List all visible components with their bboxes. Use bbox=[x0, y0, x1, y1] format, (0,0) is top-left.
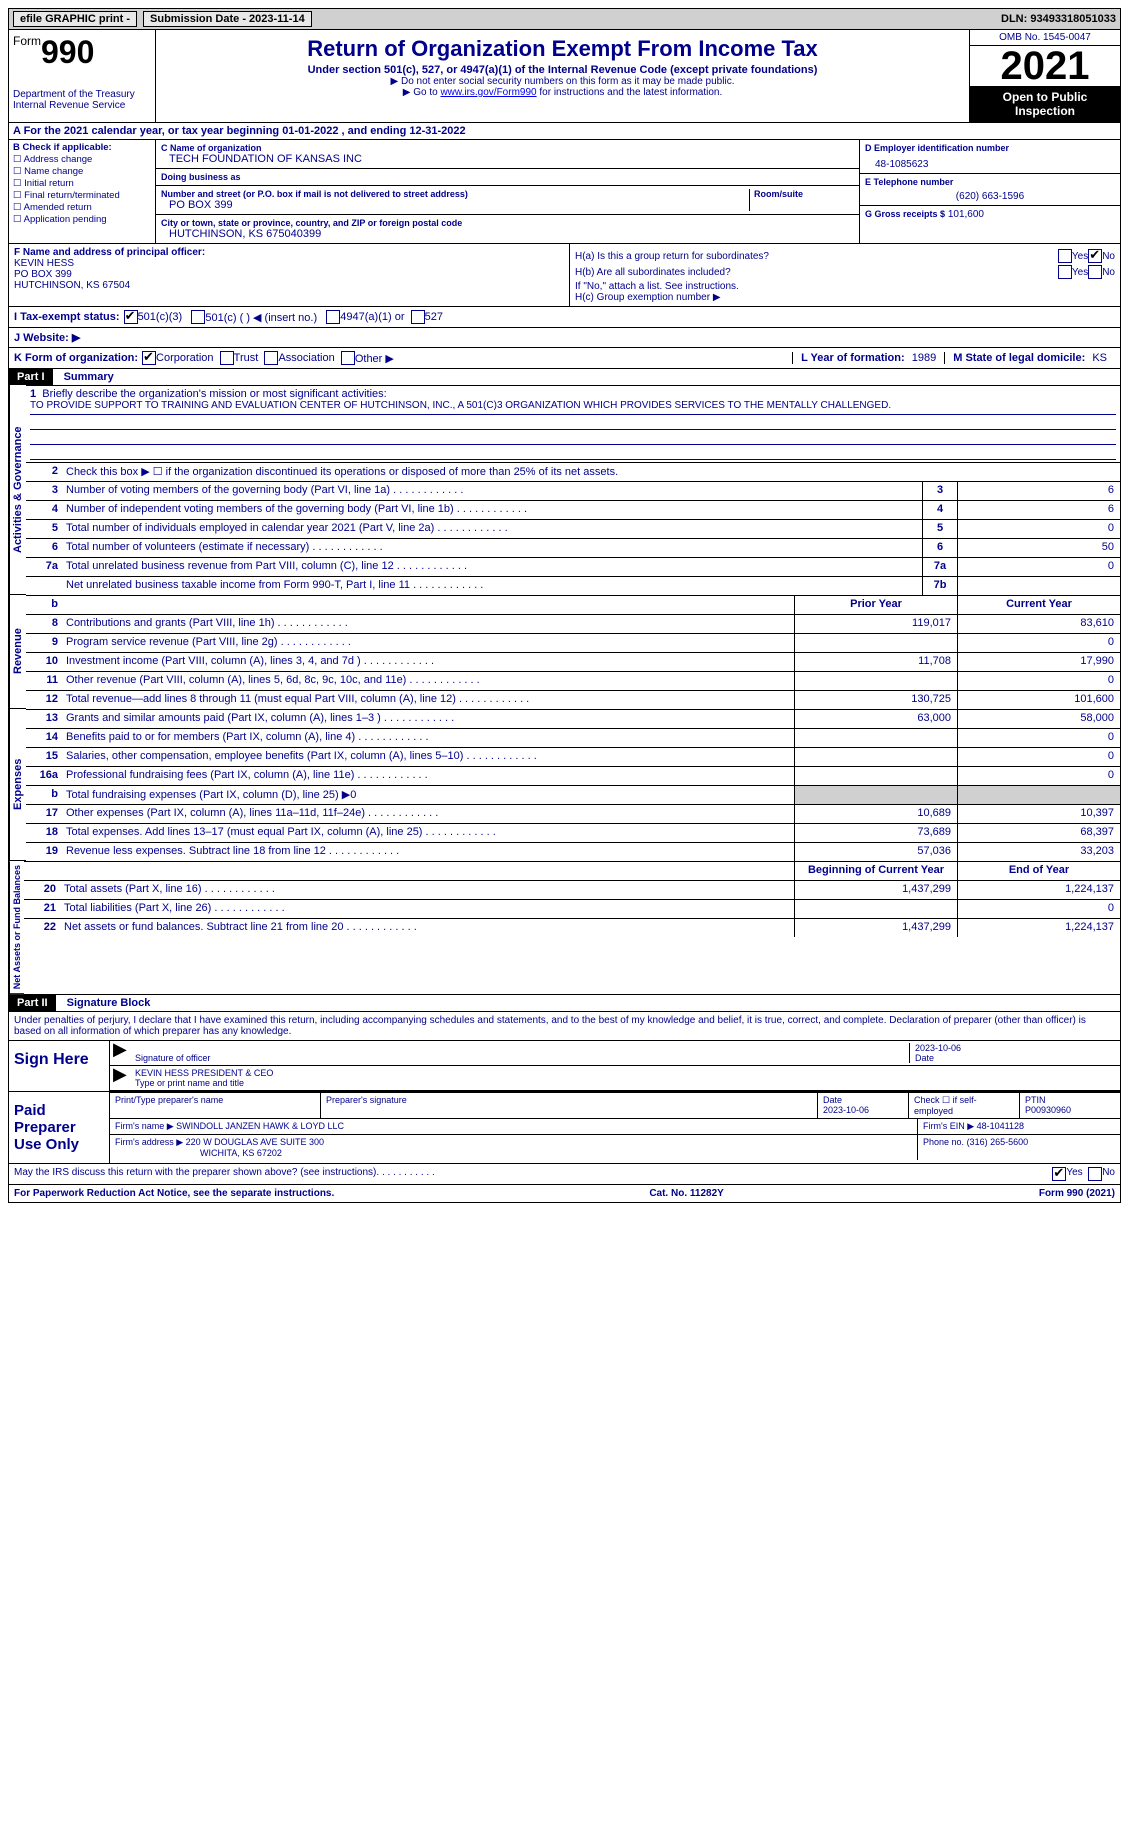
submission-date-btn[interactable]: Submission Date - 2023-11-14 bbox=[143, 11, 312, 27]
chk-address-change[interactable]: ☐ Address change bbox=[13, 154, 151, 165]
chk-trust[interactable] bbox=[220, 351, 234, 365]
col-b-title: B Check if applicable: bbox=[13, 142, 151, 153]
hb-yes[interactable] bbox=[1058, 265, 1072, 279]
row-j: J Website: ▶ bbox=[8, 328, 1121, 348]
chk-initial-return[interactable]: ☐ Initial return bbox=[13, 178, 151, 189]
part2-title: Signature Block bbox=[59, 997, 151, 1009]
sig-name: KEVIN HESS PRESIDENT & CEO bbox=[135, 1068, 273, 1078]
row-fh: F Name and address of principal officer:… bbox=[8, 244, 1121, 307]
chk-name-change[interactable]: ☐ Name change bbox=[13, 166, 151, 177]
sig-declaration: Under penalties of perjury, I declare th… bbox=[9, 1012, 1120, 1040]
ein-lbl: D Employer identification number bbox=[865, 143, 1115, 153]
row-klm: K Form of organization: Corporation Trus… bbox=[8, 348, 1121, 369]
footer: For Paperwork Reduction Act Notice, see … bbox=[8, 1185, 1121, 1203]
ha-no[interactable] bbox=[1088, 249, 1102, 263]
part2-head: Part II bbox=[9, 995, 56, 1011]
chk-corp[interactable] bbox=[142, 351, 156, 365]
room-lbl: Room/suite bbox=[754, 189, 854, 199]
sig-name-lbl: Type or print name and title bbox=[135, 1078, 244, 1088]
chk-amended-return[interactable]: ☐ Amended return bbox=[13, 202, 151, 213]
part1: Part I Summary Activities & Governance 1… bbox=[8, 369, 1121, 995]
topbar: efile GRAPHIC print - Submission Date - … bbox=[8, 8, 1121, 30]
chk-4947[interactable] bbox=[326, 310, 340, 324]
form-title: Return of Organization Exempt From Incom… bbox=[160, 36, 965, 62]
signature-block: Under penalties of perjury, I declare th… bbox=[8, 1012, 1121, 1164]
section-bcdeg: B Check if applicable: ☐ Address change … bbox=[8, 140, 1121, 244]
line2: Check this box ▶ ☐ if the organization d… bbox=[62, 463, 1120, 481]
efile-print-btn[interactable]: efile GRAPHIC print - bbox=[13, 11, 137, 27]
form-note2: ▶ Go to www.irs.gov/Form990 for instruct… bbox=[160, 87, 965, 98]
open-inspection: Open to Public Inspection bbox=[970, 86, 1120, 122]
chk-final-return[interactable]: ☐ Final return/terminated bbox=[13, 190, 151, 201]
sig-date: 2023-10-06 bbox=[915, 1043, 961, 1053]
hc-lbl: H(c) Group exemption number ▶ bbox=[575, 292, 1115, 303]
form-note1: ▶ Do not enter social security numbers o… bbox=[160, 76, 965, 87]
phone-lbl: E Telephone number bbox=[865, 177, 1115, 187]
discuss-row: May the IRS discuss this return with the… bbox=[8, 1164, 1121, 1185]
vlabel-netassets: Net Assets or Fund Balances bbox=[9, 861, 24, 994]
dln-label: DLN: 93493318051033 bbox=[1001, 13, 1116, 25]
chk-501c[interactable] bbox=[191, 310, 205, 324]
chk-application-pending[interactable]: ☐ Application pending bbox=[13, 214, 151, 225]
row-i: I Tax-exempt status: 501(c)(3) 501(c) ( … bbox=[8, 307, 1121, 328]
irs-link[interactable]: www.irs.gov/Form990 bbox=[440, 87, 536, 98]
phone-val: (620) 663-1596 bbox=[865, 187, 1115, 202]
form-header: Form990 Department of the Treasury Inter… bbox=[8, 30, 1121, 123]
officer-lbl: F Name and address of principal officer: bbox=[14, 247, 564, 258]
hdr-begin: Beginning of Current Year bbox=[794, 862, 957, 880]
hb-note: If "No," attach a list. See instructions… bbox=[575, 281, 1115, 292]
ha-yes[interactable] bbox=[1058, 249, 1072, 263]
gross-val: 101,600 bbox=[948, 209, 984, 220]
vlabel-revenue: Revenue bbox=[9, 595, 26, 709]
chk-assoc[interactable] bbox=[264, 351, 278, 365]
dba-lbl: Doing business as bbox=[161, 172, 854, 182]
form-subtitle: Under section 501(c), 527, or 4947(a)(1)… bbox=[160, 64, 965, 76]
city-val: HUTCHINSON, KS 675040399 bbox=[161, 228, 854, 240]
org-name: TECH FOUNDATION OF KANSAS INC bbox=[161, 153, 854, 165]
part2: Part II Signature Block bbox=[8, 995, 1121, 1012]
gross-lbl: G Gross receipts $ bbox=[865, 209, 945, 219]
chk-501c3[interactable] bbox=[124, 310, 138, 324]
tax-year: 2021 bbox=[970, 46, 1120, 86]
sign-here-lbl: Sign Here bbox=[9, 1041, 110, 1091]
discuss-yes[interactable] bbox=[1052, 1167, 1066, 1181]
officer-street: PO BOX 399 bbox=[14, 269, 564, 280]
street-val: PO BOX 399 bbox=[161, 199, 745, 211]
paid-prep-lbl: Paid Preparer Use Only bbox=[9, 1092, 110, 1163]
form-number: 990 bbox=[41, 34, 94, 70]
vlabel-activities: Activities & Governance bbox=[9, 385, 26, 595]
ein-val: 48-1085623 bbox=[865, 153, 1115, 170]
vlabel-expenses: Expenses bbox=[9, 709, 26, 861]
line1-lbl: Briefly describe the organization's miss… bbox=[42, 388, 386, 400]
mission-text: TO PROVIDE SUPPORT TO TRAINING AND EVALU… bbox=[30, 400, 1116, 415]
discuss-no[interactable] bbox=[1088, 1167, 1102, 1181]
org-name-lbl: C Name of organization bbox=[161, 143, 854, 153]
hb-no[interactable] bbox=[1088, 265, 1102, 279]
row-a-tax-year: A For the 2021 calendar year, or tax yea… bbox=[8, 123, 1121, 140]
street-lbl: Number and street (or P.O. box if mail i… bbox=[161, 189, 745, 199]
chk-527[interactable] bbox=[411, 310, 425, 324]
hdr-prior: Prior Year bbox=[794, 596, 957, 614]
part1-head: Part I bbox=[9, 369, 53, 385]
officer-name: KEVIN HESS bbox=[14, 258, 564, 269]
hdr-end: End of Year bbox=[957, 862, 1120, 880]
chk-other[interactable] bbox=[341, 351, 355, 365]
hb-lbl: H(b) Are all subordinates included? bbox=[575, 267, 1058, 278]
city-lbl: City or town, state or province, country… bbox=[161, 218, 854, 228]
hdr-curr: Current Year bbox=[957, 596, 1120, 614]
ha-lbl: H(a) Is this a group return for subordin… bbox=[575, 251, 1058, 262]
part1-title: Summary bbox=[56, 371, 114, 383]
dept-label: Department of the Treasury Internal Reve… bbox=[13, 89, 151, 111]
officer-city: HUTCHINSON, KS 67504 bbox=[14, 280, 564, 291]
form-word: Form bbox=[13, 34, 41, 48]
sig-officer-lbl: Signature of officer bbox=[135, 1053, 210, 1063]
